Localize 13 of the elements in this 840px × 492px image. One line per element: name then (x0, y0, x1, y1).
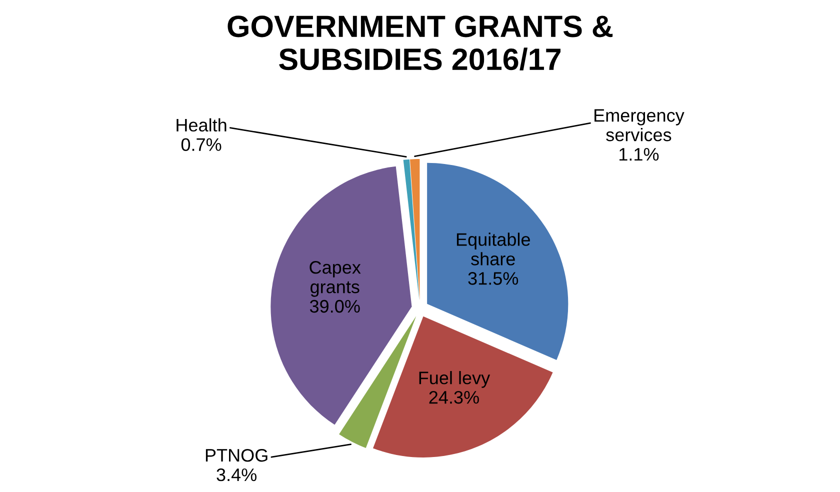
chart-title: GOVERNMENT GRANTS & SUBSIDIES 2016/17 (228, 16, 613, 70)
data-label: 3.4% (216, 468, 257, 482)
slice-label: Health (176, 118, 226, 132)
slice-label: Fuel levy (419, 371, 490, 388)
slice-label: PTNOG (206, 448, 268, 462)
data-label: 39.0% (310, 300, 360, 313)
data-label: 0.7% (181, 138, 222, 151)
data-label: 1.1% (620, 148, 659, 161)
data-label: 24.3% (429, 390, 479, 404)
slice-label: Equitable share (456, 232, 530, 266)
slice-label: Capex grants (310, 261, 361, 297)
slice-label: Emergency services (594, 109, 684, 142)
data-label: 31.5% (468, 272, 518, 285)
